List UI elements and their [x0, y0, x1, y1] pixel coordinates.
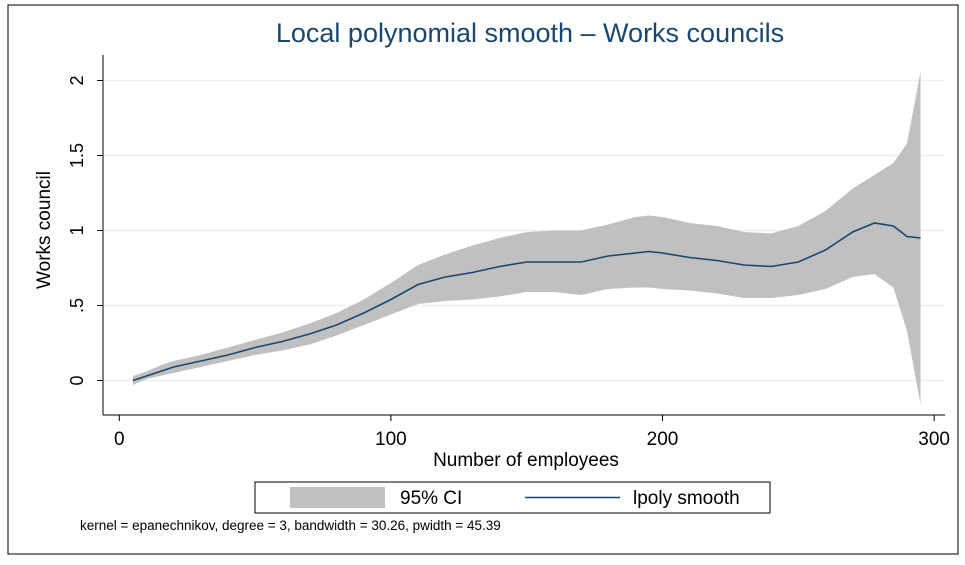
legend-swatch	[290, 487, 385, 508]
y-tick-label: 1.5	[67, 143, 87, 168]
legend-label: 95% CI	[400, 488, 462, 509]
y-tick-label: 1	[67, 225, 87, 235]
ci-band	[132, 71, 921, 405]
x-tick-label: 0	[114, 429, 125, 450]
y-tick-label: 2	[67, 75, 87, 85]
legend-label: lpoly smooth	[633, 488, 740, 509]
y-axis-title: Works council	[34, 171, 55, 289]
y-tick-label: 0	[67, 375, 87, 385]
x-tick-label: 100	[375, 429, 407, 450]
line	[132, 222, 921, 382]
note: kernel = epanechnikov, degree = 3, bandw…	[80, 518, 501, 533]
y-tick-label: .5	[67, 298, 87, 313]
chart-title: Local polynomial smooth – Works councils	[276, 18, 784, 48]
x-tick-label: 200	[647, 429, 679, 450]
x-tick-label: 300	[918, 429, 950, 450]
x-axis-title: Number of employees	[433, 450, 619, 471]
